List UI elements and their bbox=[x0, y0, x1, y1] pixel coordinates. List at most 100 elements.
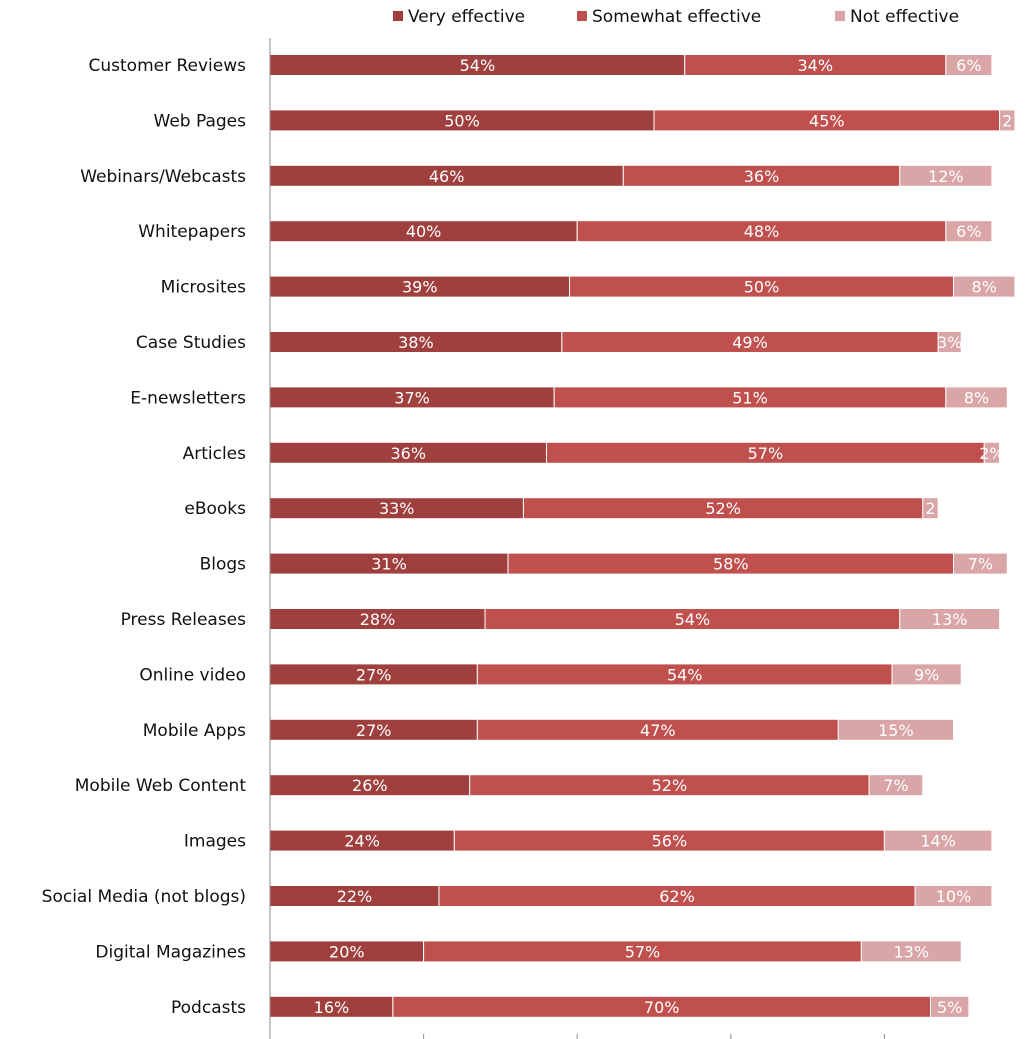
value-label-podcasts-very-effective: 16% bbox=[314, 998, 350, 1017]
bar-press-releases-not-effective bbox=[899, 608, 1001, 630]
category-label-social-media-not-blogs: Social Media (not blogs) bbox=[42, 887, 246, 907]
legend-swatch-not-effective bbox=[835, 11, 845, 21]
category-label-ebooks: eBooks bbox=[184, 499, 246, 519]
value-label-mobile-web-content-very-effective: 26% bbox=[352, 776, 388, 795]
value-label-case-studies-very-effective: 38% bbox=[398, 333, 434, 352]
value-label-podcasts-somewhat-effective: 70% bbox=[644, 998, 680, 1017]
category-label-mobile-apps: Mobile Apps bbox=[143, 721, 246, 741]
value-label-mobile-apps-somewhat-effective: 47% bbox=[640, 721, 676, 740]
legend-swatch-very-effective bbox=[393, 11, 403, 21]
value-label-whitepapers-very-effective: 40% bbox=[406, 222, 442, 241]
value-label-press-releases-somewhat-effective: 54% bbox=[675, 610, 711, 629]
value-label-digital-magazines-somewhat-effective: 57% bbox=[625, 942, 661, 961]
bar-case-studies-not-effective bbox=[937, 331, 962, 353]
category-label-podcasts: Podcasts bbox=[171, 998, 246, 1018]
bar-mobile-web-content-not-effective bbox=[868, 774, 924, 797]
bar-online-video-not-effective bbox=[891, 663, 962, 686]
value-label-webinars-webcasts-not-effective: 12% bbox=[928, 167, 964, 186]
value-label-ebooks-not-effective: 2 bbox=[925, 499, 935, 518]
bar-webinars-webcasts-not-effective bbox=[899, 164, 993, 187]
value-label-social-media-not-blogs-very-effective: 22% bbox=[337, 887, 373, 906]
value-label-whitepapers-somewhat-effective: 48% bbox=[744, 222, 780, 241]
value-label-ebooks-somewhat-effective: 52% bbox=[705, 499, 741, 518]
bar-e-newsletters-not-effective bbox=[945, 386, 1008, 409]
value-label-microsites-somewhat-effective: 50% bbox=[744, 278, 780, 297]
value-label-case-studies-not-effective: 3% bbox=[937, 333, 962, 352]
value-label-press-releases-very-effective: 28% bbox=[360, 610, 396, 629]
value-label-customer-reviews-somewhat-effective: 34% bbox=[797, 56, 833, 75]
value-label-microsites-very-effective: 39% bbox=[402, 278, 438, 297]
category-label-case-studies: Case Studies bbox=[136, 333, 246, 353]
value-label-e-newsletters-somewhat-effective: 51% bbox=[732, 388, 768, 407]
category-label-whitepapers: Whitepapers bbox=[138, 222, 246, 242]
bar-whitepapers-not-effective bbox=[945, 220, 993, 243]
category-label-blogs: Blogs bbox=[200, 555, 247, 575]
value-label-web-pages-not-effective: 2 bbox=[1002, 111, 1012, 130]
bars: 54% 34% 6% 50% 45% 2 46% 36% 12% 40% 48% 6% 39% 50% 8%… bbox=[269, 54, 1016, 1018]
value-label-customer-reviews-not-effective: 6% bbox=[956, 56, 981, 75]
category-label-mobile-web-content: Mobile Web Content bbox=[75, 776, 247, 796]
value-label-mobile-apps-not-effective: 15% bbox=[878, 721, 914, 740]
category-label-digital-magazines: Digital Magazines bbox=[95, 942, 246, 962]
axes bbox=[269, 38, 885, 1039]
legend-label-somewhat-effective: Somewhat effective bbox=[592, 7, 761, 27]
category-label-webinars-webcasts: Webinars/Webcasts bbox=[80, 167, 246, 187]
bar-blogs-not-effective bbox=[953, 552, 1008, 575]
value-label-images-very-effective: 24% bbox=[344, 832, 380, 851]
bar-microsites-not-effective bbox=[953, 275, 1016, 298]
value-label-e-newsletters-not-effective: 8% bbox=[964, 388, 989, 407]
value-label-articles-not-effective: 2% bbox=[979, 444, 1004, 463]
category-label-e-newsletters: E-newsletters bbox=[130, 388, 246, 408]
bar-ebooks-not-effective bbox=[922, 497, 939, 520]
value-label-images-not-effective: 14% bbox=[920, 832, 956, 851]
value-label-case-studies-somewhat-effective: 49% bbox=[732, 333, 768, 352]
bar-web-pages-not-effective bbox=[999, 109, 1016, 132]
value-label-microsites-not-effective: 8% bbox=[972, 278, 997, 297]
value-label-webinars-webcasts-somewhat-effective: 36% bbox=[744, 167, 780, 186]
bar-social-media-not-blogs-not-effective bbox=[914, 885, 993, 907]
value-label-podcasts-not-effective: 5% bbox=[937, 998, 962, 1017]
category-label-customer-reviews: Customer Reviews bbox=[89, 56, 247, 76]
value-label-mobile-apps-very-effective: 27% bbox=[356, 721, 392, 740]
value-label-e-newsletters-very-effective: 37% bbox=[394, 388, 430, 407]
value-label-social-media-not-blogs-not-effective: 10% bbox=[936, 887, 972, 906]
value-label-webinars-webcasts-very-effective: 46% bbox=[429, 167, 465, 186]
value-label-images-somewhat-effective: 56% bbox=[652, 832, 688, 851]
category-label-articles: Articles bbox=[183, 444, 247, 464]
value-label-social-media-not-blogs-somewhat-effective: 62% bbox=[659, 887, 695, 906]
value-label-digital-magazines-very-effective: 20% bbox=[329, 942, 365, 961]
value-label-articles-somewhat-effective: 57% bbox=[748, 444, 784, 463]
value-label-press-releases-not-effective: 13% bbox=[932, 610, 968, 629]
category-label-microsites: Microsites bbox=[161, 278, 246, 298]
value-label-web-pages-very-effective: 50% bbox=[444, 111, 480, 130]
value-label-blogs-very-effective: 31% bbox=[371, 555, 407, 574]
category-label-press-releases: Press Releases bbox=[121, 610, 247, 630]
bar-mobile-apps-not-effective bbox=[837, 718, 955, 741]
legend-label-very-effective: Very effective bbox=[408, 7, 525, 27]
value-label-digital-magazines-not-effective: 13% bbox=[893, 942, 929, 961]
value-label-articles-very-effective: 36% bbox=[390, 444, 426, 463]
value-label-online-video-very-effective: 27% bbox=[356, 665, 392, 684]
category-labels: Customer Reviews Web Pages Webinars/Webcas… bbox=[42, 56, 247, 1018]
value-label-whitepapers-not-effective: 6% bbox=[956, 222, 981, 241]
bar-podcasts-not-effective bbox=[929, 995, 970, 1018]
value-label-online-video-not-effective: 9% bbox=[914, 665, 939, 684]
bar-customer-reviews-not-effective bbox=[945, 54, 993, 76]
legend: Very effective Somewhat effective Not effe… bbox=[393, 7, 959, 27]
value-label-blogs-not-effective: 7% bbox=[968, 555, 993, 574]
value-label-online-video-somewhat-effective: 54% bbox=[667, 665, 703, 684]
value-label-mobile-web-content-somewhat-effective: 52% bbox=[652, 776, 688, 795]
legend-swatch-somewhat-effective bbox=[577, 11, 587, 21]
value-label-ebooks-very-effective: 33% bbox=[379, 499, 415, 518]
bar-articles-not-effective bbox=[983, 441, 1001, 464]
category-label-online-video: Online video bbox=[139, 665, 246, 685]
category-label-web-pages: Web Pages bbox=[154, 111, 247, 131]
category-label-images: Images bbox=[184, 832, 246, 852]
bar-images-not-effective bbox=[883, 829, 993, 852]
bar-digital-magazines-not-effective bbox=[860, 940, 962, 963]
value-label-web-pages-somewhat-effective: 45% bbox=[809, 111, 845, 130]
value-label-customer-reviews-very-effective: 54% bbox=[460, 56, 496, 75]
value-label-blogs-somewhat-effective: 58% bbox=[713, 555, 749, 574]
legend-label-not-effective: Not effective bbox=[850, 7, 959, 27]
